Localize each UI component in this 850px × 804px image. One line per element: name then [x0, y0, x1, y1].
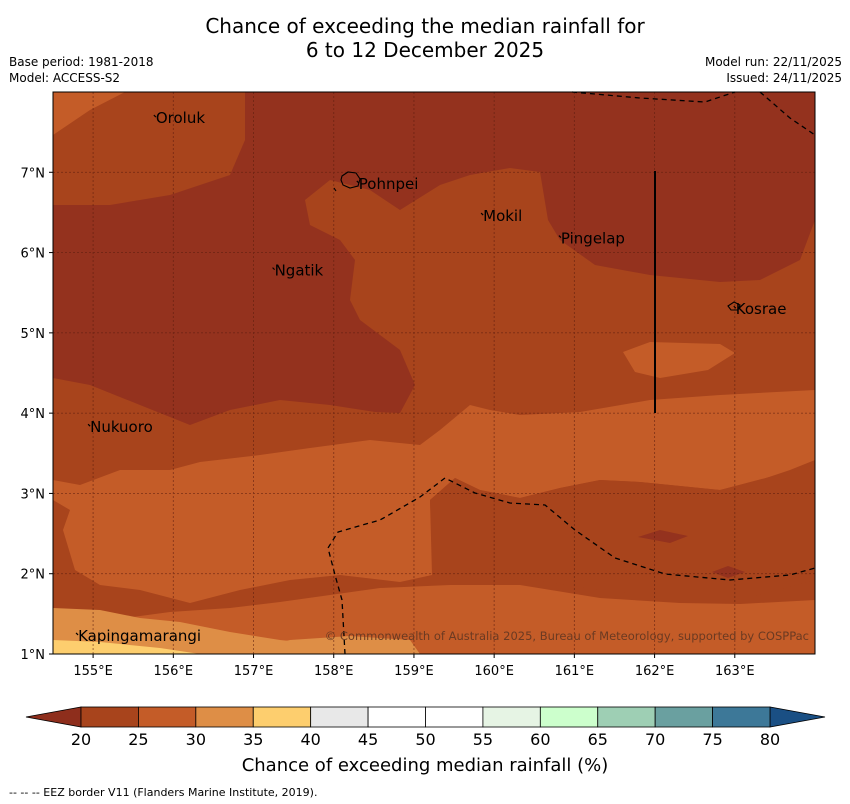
colorbar-tick-label: 65 — [588, 730, 608, 749]
colorbar-tick-label: 50 — [415, 730, 435, 749]
colorbar-segment — [425, 706, 484, 728]
place-marker — [75, 632, 79, 636]
zone-20-25-spot-2 — [712, 566, 745, 578]
map-frame — [52, 91, 816, 655]
issued-date-text: Issued: 24/11/2025 — [726, 71, 842, 85]
eez-border — [327, 91, 816, 655]
place-label: Mokil — [483, 207, 522, 225]
lon-tick-label: 163°E — [715, 664, 755, 679]
lon-tick-label: 160°E — [474, 664, 514, 679]
lon-tick-label: 161°E — [555, 664, 595, 679]
model-run-text: Model run: 22/11/2025 — [704, 55, 842, 69]
zone-35-40-sliver — [230, 636, 420, 654]
map-title-line2: 6 to 12 December 2025 — [305, 38, 545, 62]
place-marker — [558, 235, 562, 238]
place-marker — [356, 180, 360, 184]
place-marker — [480, 212, 484, 216]
colorbar-tick-label: 60 — [530, 730, 550, 749]
zone-30-35-kosrae-patch — [623, 342, 735, 378]
colorbar-tick-label: 55 — [473, 730, 493, 749]
map-title-line1: Chance of exceeding the median rainfall … — [205, 14, 645, 38]
base-period-text: Base period: 1981-2018 — [9, 55, 154, 69]
longitude-axis: 155°E 156°E 157°E 158°E 159°E 160°E 161°E 162°E… — [73, 654, 755, 679]
place-marker — [272, 267, 276, 271]
latitude-axis: 1°N 2°N 3°N 4°N 5°N 6°N 7°N — [21, 166, 53, 663]
place-label: Pohnpei — [359, 175, 419, 193]
pohnpei-island — [340, 171, 361, 189]
colorbar-tick-label: 25 — [128, 730, 148, 749]
zone-25-30-east-blob — [430, 465, 815, 600]
colorbar-segment — [539, 706, 599, 728]
copyright-text: © Commonwealth of Australia 2025, Bureau… — [325, 629, 809, 643]
place-label: Pingelap — [561, 230, 625, 248]
lat-tick-label: 7°N — [21, 166, 46, 181]
zone-30-35-west-patch — [53, 92, 125, 135]
colorbar-segment — [310, 706, 369, 728]
place-marker — [733, 305, 737, 309]
lon-tick-label: 157°E — [234, 664, 274, 679]
pohnpei-islet — [333, 187, 337, 192]
colorbar-segment — [80, 706, 139, 728]
probability-fields — [53, 92, 815, 654]
kosrae-island — [727, 301, 741, 311]
island-outlines — [333, 171, 741, 311]
colorbar-tick-label: 35 — [243, 730, 263, 749]
colorbar-label: Chance of exceeding median rainfall (%) — [241, 755, 609, 776]
place-marker — [87, 423, 91, 427]
colorbar-segment — [367, 706, 426, 728]
colorbar-extend-high — [769, 706, 826, 728]
zone-20-25-spot-1 — [638, 530, 688, 543]
place-label: Nukuoro — [90, 418, 153, 436]
model-text: Model: ACCESS-S2 — [9, 71, 121, 85]
lon-tick-label: 159°E — [394, 664, 434, 679]
zone-20-25-north — [53, 92, 815, 425]
lat-tick-label: 6°N — [21, 247, 46, 262]
lat-tick-label: 3°N — [21, 487, 46, 502]
place-label: Kosrae — [736, 300, 787, 318]
colorbar: 20 25 30 35 40 45 50 55 60 65 70 75 80 — [25, 706, 826, 749]
colorbar-tick-label: 80 — [760, 730, 780, 749]
eez-footer-note: -- -- -- EEZ border V11 (Flanders Marine… — [9, 786, 318, 799]
colorbar-segment — [138, 706, 197, 728]
lat-tick-label: 4°N — [21, 407, 46, 422]
colorbar-tick-label: 30 — [186, 730, 206, 749]
colorbar-segment — [252, 706, 312, 728]
colorbar-tick-label: 70 — [645, 730, 665, 749]
colorbar-tick-label: 75 — [702, 730, 722, 749]
colorbar-segment — [712, 706, 771, 728]
colorbar-segment — [482, 706, 541, 728]
lat-tick-label: 1°N — [21, 648, 46, 663]
zone-40-45-south — [53, 640, 200, 654]
lat-tick-label: 2°N — [21, 568, 46, 583]
zone-30-35-central — [53, 390, 815, 603]
place-label: Oroluk — [156, 109, 205, 127]
place-label: Ngatik — [275, 262, 324, 280]
place-label: Kapingamarangi — [78, 627, 201, 645]
lon-tick-label: 158°E — [314, 664, 354, 679]
lon-tick-label: 155°E — [73, 664, 113, 679]
colorbar-segment — [654, 706, 713, 728]
colorbar-tick-label: 40 — [300, 730, 320, 749]
place-marker — [153, 114, 157, 118]
lon-tick-label: 162°E — [635, 664, 675, 679]
colorbar-tick-label: 20 — [71, 730, 91, 749]
lon-tick-label: 156°E — [154, 664, 194, 679]
colorbar-tick-label: 45 — [358, 730, 378, 749]
lat-tick-label: 5°N — [21, 327, 46, 342]
colorbar-segment — [597, 706, 656, 728]
place-labels: Oroluk Pohnpei Mokil Pingelap Ngatik Kosrae Nu… — [75, 109, 787, 645]
colorbar-extend-low — [25, 706, 82, 728]
colorbar-segment — [195, 706, 254, 728]
